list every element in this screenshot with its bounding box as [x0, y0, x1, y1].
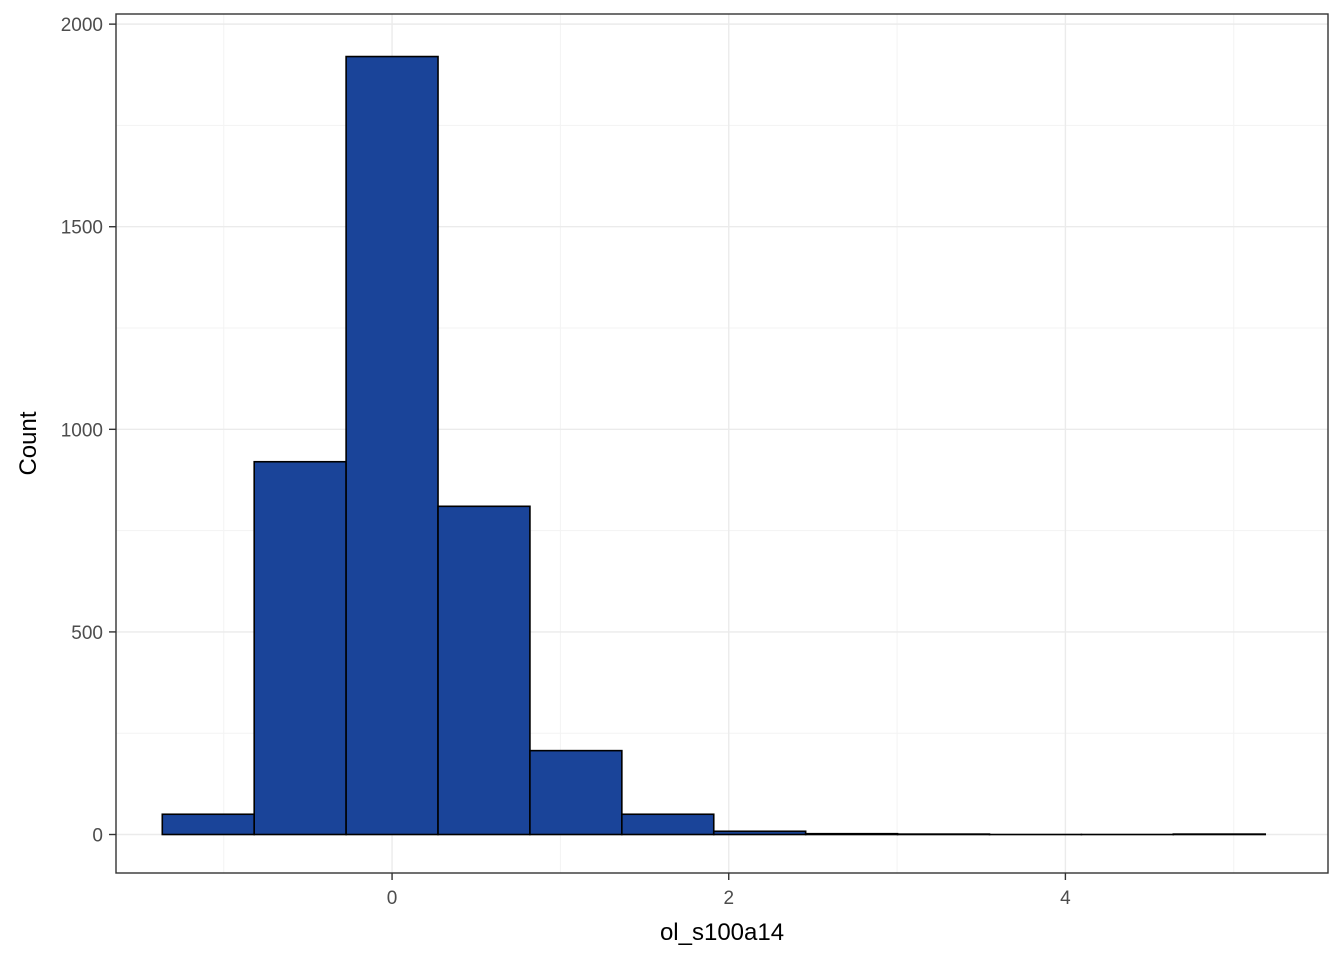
x-tick-label: 0 — [387, 888, 398, 909]
histogram-bar — [621, 813, 715, 836]
axis-tick-labels: 0 2 4 0 500 1000 1500 2000 — [61, 15, 1071, 909]
histogram-bar — [253, 460, 347, 836]
x-tick-label: 2 — [723, 888, 734, 909]
histogram-bars — [161, 55, 1267, 836]
y-tick-label: 2000 — [61, 15, 103, 36]
axis-ticks — [109, 23, 1067, 880]
histogram-bar — [345, 55, 439, 836]
x-tick-label: 4 — [1060, 888, 1071, 909]
histogram-bar — [437, 505, 531, 836]
x-axis-title: ol_s100a14 — [660, 919, 784, 946]
histogram-bar — [161, 813, 256, 836]
panel-border — [115, 13, 1329, 874]
y-tick-label: 1500 — [61, 218, 103, 239]
y-axis-title: Count — [15, 411, 42, 475]
y-tick-label: 0 — [92, 826, 103, 847]
y-tick-label: 1000 — [61, 420, 103, 441]
histogram-bar — [529, 749, 623, 836]
y-tick-label: 500 — [71, 623, 103, 644]
histogram-bar — [804, 832, 899, 836]
histogram-bar — [712, 830, 807, 836]
